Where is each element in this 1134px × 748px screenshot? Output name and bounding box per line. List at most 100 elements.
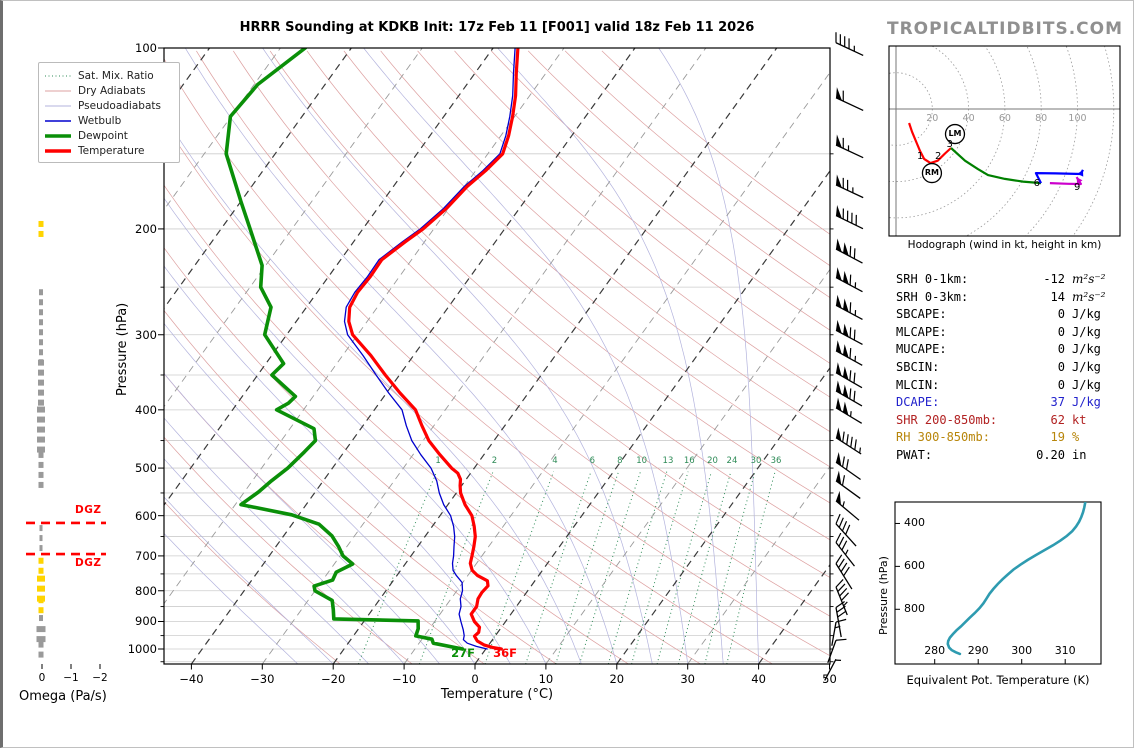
stat-value: 0 xyxy=(1057,359,1065,374)
mixing-ratio-value: 24 xyxy=(726,456,738,467)
stat-unit: J/kg xyxy=(1072,324,1101,339)
theta-e-pressure-tick: 600 xyxy=(904,559,925,573)
surface-dewpoint-label: 27F xyxy=(451,646,475,660)
mixing-ratio-value: 4 xyxy=(552,456,558,467)
legend-label: Temperature xyxy=(78,144,145,157)
dgz-label-upper: DGZ xyxy=(75,504,102,516)
stat-unit: m²s⁻² xyxy=(1072,289,1106,304)
pseudoadiabat-line-sample xyxy=(45,103,71,109)
stat-unit: in xyxy=(1072,447,1087,462)
stat-value: 14 xyxy=(1050,289,1065,304)
stat-unit: J/kg xyxy=(1072,359,1101,374)
legend-label: Dry Adiabats xyxy=(78,84,146,97)
dgz-label-lower: DGZ xyxy=(75,557,102,569)
stat-row: SBCAPE: 0 J/kg xyxy=(896,307,1130,325)
stat-label: SRH 0-1km: xyxy=(896,272,969,286)
hodograph-caption: Hodograph (wind in kt, height in km) xyxy=(907,239,1102,251)
pressure-tick-label: 900 xyxy=(135,614,157,629)
stat-unit: J/kg xyxy=(1072,342,1101,357)
temperature-tick-label: −20 xyxy=(321,672,346,686)
hodograph-ring-label: 80 xyxy=(1035,113,1048,124)
theta-e-k-tick: 300 xyxy=(1011,644,1033,657)
stat-row: MLCAPE: 0 J/kg xyxy=(896,325,1130,343)
legend-label: Wetbulb xyxy=(78,114,122,127)
dry-adiabat-line-sample xyxy=(45,88,71,94)
legend-item-temperature: Temperature xyxy=(45,143,173,158)
legend-label: Sat. Mix. Ratio xyxy=(78,69,154,82)
pressure-tick-label: 500 xyxy=(135,461,157,476)
stat-row: SBCIN: 0 J/kg xyxy=(896,360,1130,378)
theta-e-pressure-tick: 400 xyxy=(904,516,925,530)
stat-label: SHR 200-850mb: xyxy=(896,412,998,427)
mixing-ratio-value: 8 xyxy=(617,456,623,467)
temperature-tick-label: 0 xyxy=(471,672,479,686)
pressure-tick-label: 600 xyxy=(135,508,157,523)
storm-motion-label: LM xyxy=(948,128,962,138)
pressure-tick-label: 300 xyxy=(135,327,157,342)
hodograph-height-marker: 3 xyxy=(946,139,953,151)
pressure-tick-label: 100 xyxy=(135,41,157,55)
omega-axis-label: Omega (Pa/s) xyxy=(19,689,107,704)
mixing-ratio-value: 13 xyxy=(662,456,674,467)
hodograph-height-marker: 9 xyxy=(1074,181,1081,193)
omega-tick-label: 0 xyxy=(38,672,46,684)
wetbulb-line-sample xyxy=(45,118,71,124)
hodograph-height-marker: 1 xyxy=(917,150,924,162)
mixing-ratio-value: 16 xyxy=(683,456,695,467)
omega-tick-label: −2 xyxy=(92,672,108,684)
legend-item-dewpoint: Dewpoint xyxy=(45,128,173,143)
dewpoint-curve xyxy=(224,48,465,651)
temperature-tick-label: 50 xyxy=(822,672,837,686)
pressure-tick-label: 200 xyxy=(135,221,157,236)
hodograph-storm-motions xyxy=(921,123,966,184)
mixing-ratio-lines xyxy=(357,471,776,664)
site-watermark: TROPICALTIDBITS.COM xyxy=(886,19,1124,39)
mixing-ratio-value: 10 xyxy=(636,456,648,467)
hodograph-ring-label: 60 xyxy=(998,113,1011,124)
pressure-axis-label: Pressure (hPa) xyxy=(115,302,130,396)
stat-unit: J/kg xyxy=(1072,395,1101,410)
stats-panel: SRH 0-1km: -12 m²s⁻² SRH 0-3km: 14 m²s⁻² SBCAP… xyxy=(896,272,1130,466)
mixing-ratio-value: 1 xyxy=(435,456,441,467)
theta-e-k-tick: 290 xyxy=(967,644,989,657)
stat-value: 0 xyxy=(1057,342,1065,357)
stat-row: SRH 0-3km: 14 m²s⁻² xyxy=(896,290,1130,308)
mixing-ratio-value: 2 xyxy=(491,456,498,467)
mixing-ratio-value: 30 xyxy=(750,456,762,467)
temperature-tick-label: −40 xyxy=(179,672,204,686)
isotherms xyxy=(164,48,830,664)
pressure-tick-label: 800 xyxy=(135,583,157,598)
stat-unit: % xyxy=(1072,430,1080,445)
stat-row: SRH 0-1km: -12 m²s⁻² xyxy=(896,272,1130,290)
stat-unit: J/kg xyxy=(1072,377,1101,392)
mixing-ratio-value: 36 xyxy=(770,456,782,467)
hodograph-height-marker: 6 xyxy=(1033,178,1040,190)
theta-e-y-label-text: Pressure (hPa) xyxy=(877,556,890,635)
temperature-tick-label: 30 xyxy=(680,672,695,686)
temperature-tick-label: −10 xyxy=(391,672,417,686)
pressure-tick-label: 400 xyxy=(135,402,157,417)
legend-item-dry-adiabats: Dry Adiabats xyxy=(45,83,173,98)
stat-unit: J/kg xyxy=(1072,307,1101,322)
dry-adiabats xyxy=(164,50,830,664)
temperature-line-sample xyxy=(45,148,71,154)
legend-box: Sat. Mix. Ratio Dry Adiabats Pseudoadiab… xyxy=(38,62,180,163)
theta-e-k-tick: 280 xyxy=(924,644,946,657)
stat-label: SBCIN: xyxy=(896,359,940,374)
stat-row: SHR 200-850mb: 62 kt xyxy=(896,413,1130,431)
stat-unit: m²s⁻² xyxy=(1072,272,1106,286)
stat-value: -12 xyxy=(1043,272,1065,286)
legend-label: Pseudoadiabats xyxy=(78,99,161,112)
wetbulb-curve xyxy=(343,48,516,650)
isobar-gridlines xyxy=(164,48,830,663)
plot-frame xyxy=(158,47,834,670)
stat-label: MLCIN: xyxy=(896,377,940,392)
pressure-tick-label: 700 xyxy=(135,548,157,563)
skewt-chart-canvas xyxy=(26,32,1121,681)
temperature-curve xyxy=(347,48,520,651)
stat-row: DCAPE: 37 J/kg xyxy=(896,395,1130,413)
stat-row: MUCAPE: 0 J/kg xyxy=(896,342,1130,360)
hodograph-ring-label: 40 xyxy=(962,113,975,124)
temperature-tick-label: 10 xyxy=(538,672,554,686)
stat-row: PWAT: 0.20 in xyxy=(896,448,1130,466)
